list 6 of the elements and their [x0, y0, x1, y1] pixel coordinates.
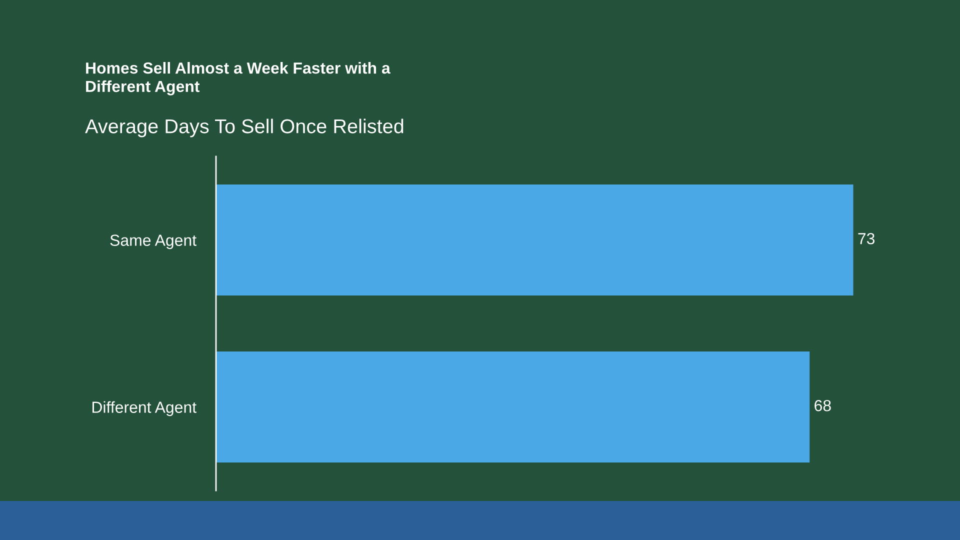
y-tick-label: Same Agent: [110, 234, 196, 250]
data-label: 73: [858, 232, 875, 244]
chart-subtitle: Average Days To Sell Once Relisted: [85, 118, 404, 138]
chart-title: Homes Sell Almost a Week Faster with a Different Agent: [86, 62, 390, 96]
data-label: 68: [814, 400, 831, 412]
y-tick-label: Different Agent: [92, 401, 196, 416]
